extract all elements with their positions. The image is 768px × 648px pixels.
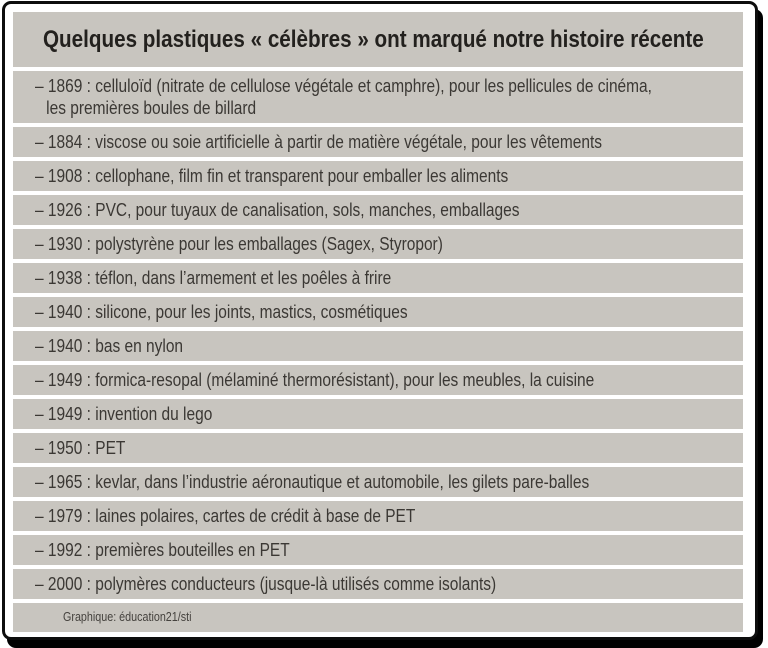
page-title: Quelques plastiques « célèbres » ont mar… — [43, 26, 704, 53]
timeline-row-text: – 1908 : cellophane, film fin et transpa… — [35, 166, 509, 186]
timeline-row-1940-nylon: – 1940 : bas en nylon — [13, 331, 743, 361]
timeline-row-text: – 1884 : viscose ou soie artificielle à … — [35, 132, 603, 152]
timeline-row-text: – 1979 : laines polaires, cartes de créd… — [35, 506, 416, 526]
timeline-row-text: – 1940 : silicone, pour les joints, mast… — [35, 302, 408, 322]
credit-label: Graphique: éducation21/sti — [63, 610, 192, 624]
timeline-row-text: – 1950 : PET — [35, 438, 126, 458]
infographic-frame: Quelques plastiques « célèbres » ont mar… — [2, 1, 758, 640]
timeline-row-1950: – 1950 : PET — [13, 433, 743, 463]
timeline-row-1908: – 1908 : cellophane, film fin et transpa… — [13, 161, 743, 191]
timeline-row-1949-lego: – 1949 : invention du lego — [13, 399, 743, 429]
timeline-row-1965: – 1965 : kevlar, dans l’industrie aérona… — [13, 467, 743, 497]
timeline-row-1979: – 1979 : laines polaires, cartes de créd… — [13, 501, 743, 531]
timeline-row-text: – 1992 : premières bouteilles en PET — [35, 540, 290, 560]
timeline-row-text: – 1938 : téflon, dans l’armement et les … — [35, 268, 392, 288]
timeline-row-text: – 1926 : PVC, pour tuyaux de canalisatio… — [35, 200, 520, 220]
timeline-row-text: – 2000 : polymères conducteurs (jusque-l… — [35, 574, 497, 594]
timeline-row-text: – 1940 : bas en nylon — [35, 336, 184, 356]
timeline-row-1992: – 1992 : premières bouteilles en PET — [13, 535, 743, 565]
credit-row: Graphique: éducation21/sti — [13, 603, 743, 632]
timeline-row-text: – 1949 : invention du lego — [35, 404, 213, 424]
timeline-row-2000: – 2000 : polymères conducteurs (jusque-l… — [13, 569, 743, 599]
timeline-row-1926: – 1926 : PVC, pour tuyaux de canalisatio… — [13, 195, 743, 225]
timeline-row-1930: – 1930 : polystyrène pour les emballages… — [13, 229, 743, 259]
timeline-row-1949-formica: – 1949 : formica-resopal (mélaminé therm… — [13, 365, 743, 395]
timeline-row-text: – 1949 : formica-resopal (mélaminé therm… — [35, 370, 595, 390]
timeline-row-text: – 1930 : polystyrène pour les emballages… — [35, 234, 443, 254]
timeline-row-1940-silicone: – 1940 : silicone, pour les joints, mast… — [13, 297, 743, 327]
timeline-row-text: – 1869 : celluloïd (nitrate de cellulose… — [35, 76, 652, 118]
timeline-row-text: – 1965 : kevlar, dans l’industrie aérona… — [35, 472, 590, 492]
timeline-row-1869: – 1869 : celluloïd (nitrate de cellulose… — [13, 71, 743, 123]
timeline-row-1884: – 1884 : viscose ou soie artificielle à … — [13, 127, 743, 157]
title-row: Quelques plastiques « célèbres » ont mar… — [13, 12, 743, 67]
timeline-row-1938: – 1938 : téflon, dans l’armement et les … — [13, 263, 743, 293]
